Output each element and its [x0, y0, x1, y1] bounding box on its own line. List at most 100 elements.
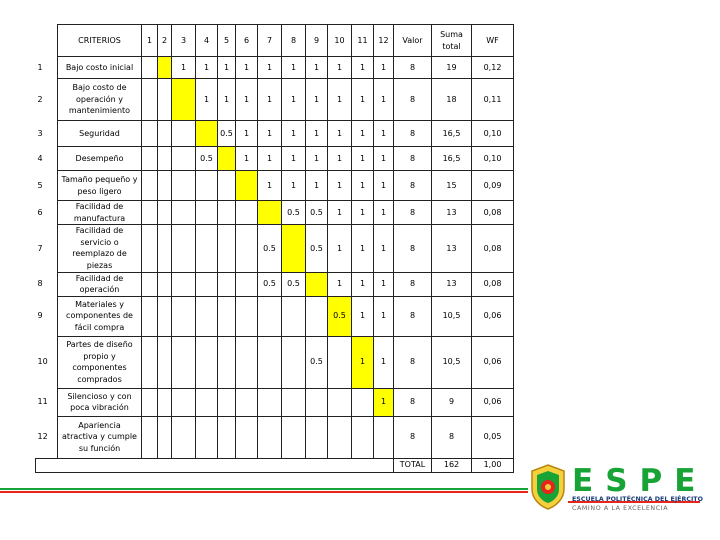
matrix-cell: 1 — [257, 120, 282, 147]
matrix-cell: 1 — [373, 146, 394, 171]
row-valor: 8 — [393, 120, 432, 147]
matrix-cell: 1 — [373, 295, 394, 337]
matrix-cell: 0.5 — [305, 199, 328, 226]
matrix-cell — [305, 387, 328, 417]
matrix-cell — [195, 224, 218, 273]
matrix-cell — [217, 387, 236, 417]
row-valor: 8 — [393, 56, 432, 79]
matrix-cell — [373, 415, 394, 459]
row-valor: 8 — [393, 146, 432, 171]
total-suma: 162 — [431, 457, 472, 473]
matrix-cell — [281, 224, 306, 273]
matrix-cell — [157, 295, 172, 337]
matrix-cell — [141, 271, 158, 297]
matrix-cell: 1 — [257, 170, 282, 201]
matrix-cell: 1 — [327, 120, 352, 147]
matrix-cell — [195, 295, 218, 337]
matrix-cell — [257, 199, 282, 226]
matrix-cell — [217, 335, 236, 389]
matrix-cell: 1 — [373, 120, 394, 147]
header-wf: WF — [471, 24, 514, 57]
row-wf: 0,10 — [471, 146, 514, 171]
matrix-cell: 1 — [281, 120, 306, 147]
header-valor: Valor — [393, 24, 432, 57]
matrix-cell: 1 — [373, 271, 394, 297]
row-criterion: Tamaño pequeño y peso ligero — [57, 170, 142, 201]
matrix-cell: 1 — [373, 224, 394, 273]
row-number: 10 — [37, 357, 48, 367]
row-wf: 0,10 — [471, 120, 514, 147]
header-col: 1 — [141, 24, 158, 57]
header-col: 9 — [305, 24, 328, 57]
matrix-cell — [157, 224, 172, 273]
matrix-cell: 1 — [257, 78, 282, 121]
row-criterion: Materiales y componentes de fácil compra — [57, 295, 142, 337]
header-col: 4 — [195, 24, 218, 57]
matrix-cell — [195, 170, 218, 201]
row-criterion: Facilidad de operación — [57, 271, 142, 297]
matrix-cell: 1 — [351, 271, 374, 297]
row-wf: 0,08 — [471, 224, 514, 273]
matrix-cell — [141, 120, 158, 147]
row-suma: 9 — [431, 387, 472, 417]
matrix-cell — [235, 295, 258, 337]
matrix-cell — [235, 170, 258, 201]
row-suma: 15 — [431, 170, 472, 201]
matrix-cell — [305, 271, 328, 297]
matrix-cell: 0.5 — [195, 146, 218, 171]
matrix-cell — [217, 146, 236, 171]
matrix-cell: 1 — [217, 78, 236, 121]
matrix-cell — [281, 415, 306, 459]
matrix-cell: 1 — [373, 56, 394, 79]
matrix-cell: 1 — [257, 146, 282, 171]
matrix-cell — [195, 415, 218, 459]
row-suma: 16,5 — [431, 146, 472, 171]
matrix-cell — [141, 199, 158, 226]
matrix-cell: 1 — [373, 199, 394, 226]
matrix-cell — [157, 78, 172, 121]
matrix-cell — [171, 120, 196, 147]
row-wf: 0,08 — [471, 199, 514, 226]
total-row: TOTAL 162 1,00 — [35, 457, 514, 473]
matrix-cell: 1 — [235, 56, 258, 79]
row-wf: 0,06 — [471, 295, 514, 337]
matrix-cell: 0.5 — [257, 224, 282, 273]
matrix-cell — [157, 170, 172, 201]
matrix-cell: 1 — [327, 199, 352, 226]
matrix-cell — [257, 387, 282, 417]
matrix-cell — [141, 170, 158, 201]
header-col: 2 — [157, 24, 172, 57]
row-suma: 18 — [431, 78, 472, 121]
row-number: 8 — [37, 279, 43, 289]
matrix-cell — [351, 387, 374, 417]
matrix-cell — [157, 56, 172, 79]
matrix-cell — [171, 335, 196, 389]
row-wf: 0,06 — [471, 387, 514, 417]
matrix-cell — [257, 335, 282, 389]
matrix-cell: 1 — [351, 146, 374, 171]
matrix-cell — [305, 295, 328, 337]
matrix-cell — [235, 415, 258, 459]
matrix-cell: 0.5 — [327, 295, 352, 337]
matrix-cell: 1 — [373, 170, 394, 201]
matrix-cell: 1 — [351, 224, 374, 273]
matrix-cell — [281, 387, 306, 417]
table-row: 5 Tamaño pequeño y peso ligero 1 1 1 1 1 1 8 15 0,… — [36, 170, 514, 201]
total-label: TOTAL — [393, 457, 432, 473]
table-row: 3 Seguridad 0.5 1 1 1 1 1 1 1 8 16,5 0,10 — [36, 120, 514, 147]
row-valor: 8 — [393, 415, 432, 459]
row-number: 2 — [37, 94, 43, 104]
matrix-cell: 1 — [327, 56, 352, 79]
row-valor: 8 — [393, 295, 432, 337]
row-wf: 0,08 — [471, 271, 514, 297]
matrix-cell — [157, 415, 172, 459]
matrix-cell — [171, 170, 196, 201]
matrix-cell: 1 — [305, 120, 328, 147]
table-row: 10 Partes de diseño propio y componentes … — [36, 335, 514, 389]
matrix-cell — [157, 387, 172, 417]
matrix-cell — [235, 199, 258, 226]
row-criterion: Seguridad — [57, 120, 142, 147]
matrix-cell — [217, 295, 236, 337]
matrix-cell — [217, 415, 236, 459]
matrix-cell — [327, 335, 352, 389]
